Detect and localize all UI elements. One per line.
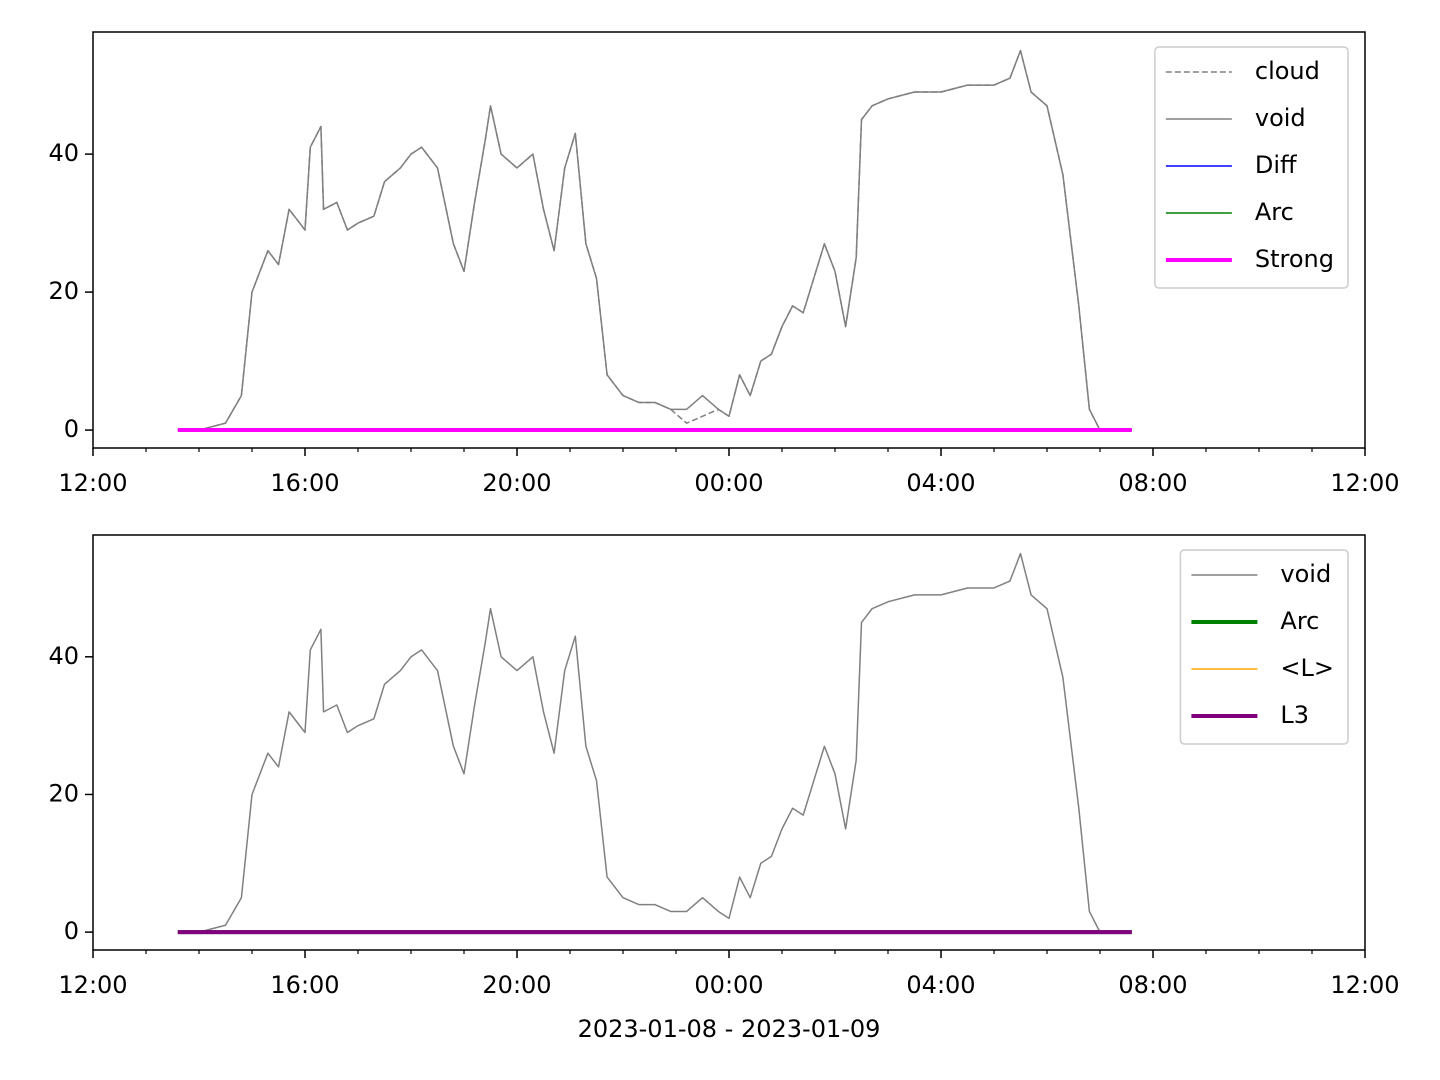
legend-label: cloud <box>1255 57 1320 85</box>
legend-label: void <box>1280 560 1331 588</box>
x-tick-label: 16:00 <box>270 971 339 999</box>
legend-box <box>1154 46 1349 289</box>
x-tick-label: 08:00 <box>1118 469 1187 497</box>
axes-frame <box>92 534 1366 951</box>
y-tick-label: 0 <box>64 917 79 945</box>
x-tick-label: 12:00 <box>58 469 127 497</box>
x-axis-label: 2023-01-08 - 2023-01-09 <box>578 1015 881 1043</box>
legend-label: <L> <box>1280 654 1334 682</box>
legend-label: Arc <box>1280 607 1319 635</box>
y-tick-label: 20 <box>48 779 79 807</box>
legend: void Arc <L> L3 <box>1179 549 1349 745</box>
x-tick-label: 08:00 <box>1118 971 1187 999</box>
x-tick-label: 00:00 <box>694 469 763 497</box>
legend-label: Arc <box>1255 198 1294 226</box>
x-tick-label: 00:00 <box>694 971 763 999</box>
y-tick-label: 0 <box>64 415 79 443</box>
x-tick-label: 16:00 <box>270 469 339 497</box>
legend-label: Strong <box>1255 245 1334 273</box>
x-tick-label: 12:00 <box>1330 971 1399 999</box>
x-tick-label: 20:00 <box>482 469 551 497</box>
series-line <box>177 552 1132 933</box>
x-tick-label: 20:00 <box>482 971 551 999</box>
legend-label: void <box>1255 104 1306 132</box>
legend: cloud void Diff Arc Strong <box>1154 46 1349 289</box>
y-tick-label: 40 <box>48 139 79 167</box>
y-tick-label: 40 <box>48 642 79 670</box>
x-tick-label: 12:00 <box>58 971 127 999</box>
series-line <box>177 49 1132 431</box>
legend-label: L3 <box>1280 701 1309 729</box>
y-tick-label: 20 <box>48 277 79 305</box>
legend-label: Diff <box>1255 151 1297 179</box>
x-tick-label: 12:00 <box>1330 469 1399 497</box>
axes-frame <box>92 31 1366 449</box>
legend-box <box>1179 549 1349 745</box>
x-tick-label: 04:00 <box>906 469 975 497</box>
x-tick-label: 04:00 <box>906 971 975 999</box>
